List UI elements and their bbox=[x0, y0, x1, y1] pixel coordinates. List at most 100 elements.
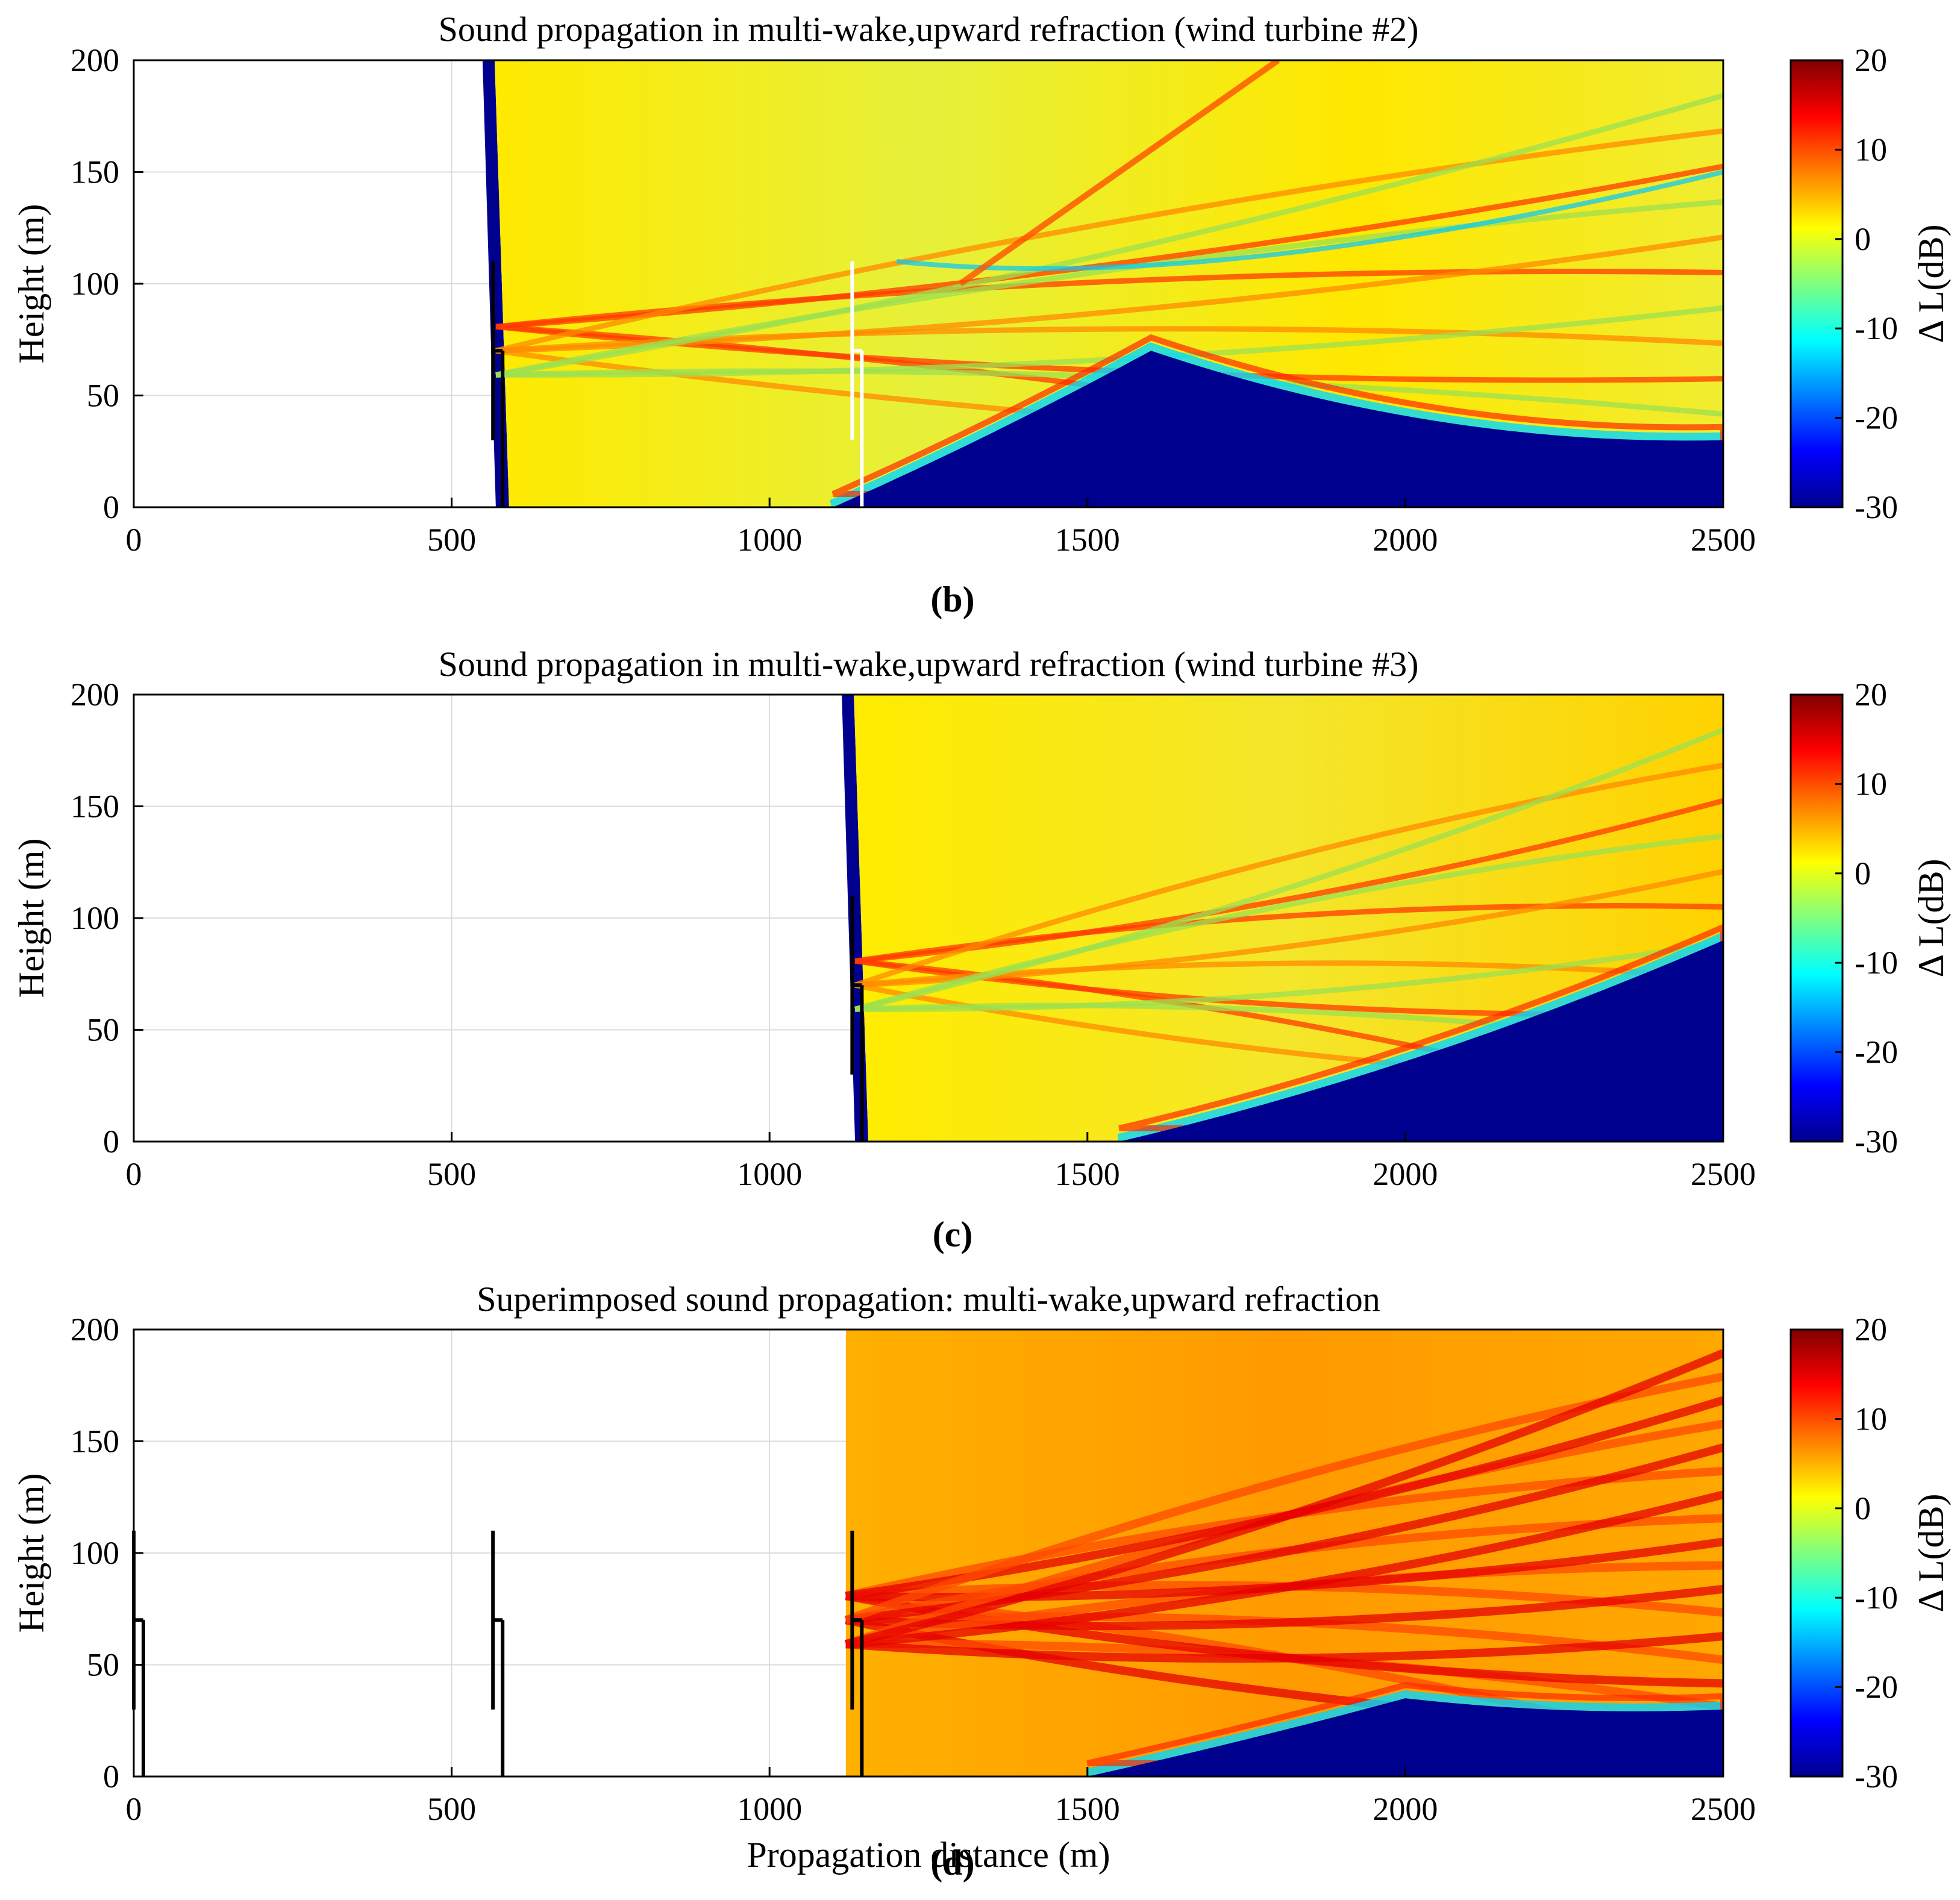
y-tick-label: 100 bbox=[70, 266, 119, 302]
panel-d: Superimposed sound propagation: multi-wa… bbox=[11, 1280, 1951, 1883]
wave-ray bbox=[854, 763, 1723, 988]
sound-field bbox=[482, 60, 1723, 507]
y-tick-label: 50 bbox=[87, 1012, 119, 1048]
wave-ray bbox=[845, 1632, 1723, 1663]
plot-title: Superimposed sound propagation: multi-wa… bbox=[477, 1280, 1380, 1319]
x-tick-label: 2000 bbox=[1373, 522, 1438, 558]
colorbar-tick-label: -30 bbox=[1855, 489, 1898, 525]
colorbar-tick-label: 0 bbox=[1855, 1490, 1871, 1527]
colorbar-tick-label: -30 bbox=[1855, 1123, 1898, 1160]
shadow-edge-band bbox=[1086, 1682, 1723, 1766]
colorbar: 20 10 0 -10 -20 -30 Δ L(dB) bbox=[1789, 42, 1951, 525]
colorbar-tick-label: 0 bbox=[1855, 855, 1871, 892]
shadow-edge bbox=[1117, 931, 1723, 1142]
x-tick-label: 1500 bbox=[1055, 522, 1120, 558]
shadow-zone bbox=[1119, 940, 1723, 1142]
colorbar-tick-label: -20 bbox=[1855, 1034, 1898, 1070]
y-tick-label: 200 bbox=[70, 42, 119, 78]
y-axis-label: Height (m) bbox=[11, 1473, 51, 1633]
x-tick-label: 500 bbox=[427, 1156, 476, 1192]
plot-title: Sound propagation in multi-wake,upward r… bbox=[439, 10, 1419, 49]
y-tick-label: 200 bbox=[70, 677, 119, 713]
colorbar-tick-label: 20 bbox=[1855, 677, 1887, 713]
colorbar-tick-label: 10 bbox=[1855, 131, 1887, 167]
x-tick-label: 2000 bbox=[1373, 1791, 1438, 1827]
colorbar-tick-label: -10 bbox=[1855, 945, 1898, 981]
colorbar-gradient bbox=[1789, 1328, 1844, 1778]
y-tick-label: 100 bbox=[70, 900, 119, 936]
shadow-edge-band bbox=[1118, 923, 1723, 1131]
wave-ray bbox=[845, 1349, 1723, 1649]
x-tick-label: 1000 bbox=[737, 1156, 802, 1192]
wave-ray bbox=[495, 93, 1723, 378]
colorbar-tick-label: -20 bbox=[1855, 400, 1898, 436]
wind-turbine bbox=[850, 261, 864, 507]
wave-ray bbox=[896, 169, 1723, 271]
x-tick-label: 1000 bbox=[737, 1791, 802, 1827]
panel-c: Sound propagation in multi-wake,upward r… bbox=[11, 645, 1951, 1254]
x-tick-label: 1000 bbox=[737, 522, 802, 558]
x-tick-label: 2000 bbox=[1373, 1156, 1438, 1192]
x-tick-label: 0 bbox=[126, 522, 142, 558]
y-tick-label: 200 bbox=[70, 1311, 119, 1348]
y-tick-label: 0 bbox=[103, 1758, 119, 1795]
x-tick-label: 0 bbox=[126, 1156, 142, 1192]
y-axis-label: Height (m) bbox=[11, 839, 51, 998]
wind-turbine bbox=[491, 261, 505, 507]
y-tick-label: 150 bbox=[70, 789, 119, 825]
y-tick-label: 0 bbox=[103, 1123, 119, 1160]
wind-turbine bbox=[850, 895, 864, 1142]
shadow-edge-band bbox=[831, 334, 1723, 497]
y-tick-label: 0 bbox=[103, 489, 119, 525]
y-tick-label: 50 bbox=[87, 378, 119, 414]
x-tick-label: 1500 bbox=[1055, 1791, 1120, 1827]
colorbar-tick-label: -20 bbox=[1855, 1669, 1898, 1705]
colorbar-gradient bbox=[1789, 693, 1844, 1143]
plot-title: Sound propagation in multi-wake,upward r… bbox=[439, 645, 1419, 684]
panel-label: (d) bbox=[930, 1843, 974, 1883]
x-axis-label: Propagation distance (m) bbox=[747, 1835, 1110, 1875]
colorbar-tick-label: -10 bbox=[1855, 310, 1898, 346]
wind-turbine bbox=[850, 1530, 864, 1777]
sound-field bbox=[842, 695, 1723, 1142]
x-tick-label: 0 bbox=[126, 1791, 142, 1827]
panel-label: (c) bbox=[933, 1214, 973, 1254]
x-tick-label: 2500 bbox=[1691, 522, 1756, 558]
shadow-zone bbox=[1087, 1698, 1723, 1777]
panel-label: (b) bbox=[930, 580, 974, 619]
colorbar-tick-label: 20 bbox=[1855, 1311, 1887, 1348]
colorbar-tick-label: 10 bbox=[1855, 1401, 1887, 1437]
colorbar: 20 10 0 -10 -20 -30 Δ L(dB) bbox=[1789, 677, 1951, 1160]
wave-ray bbox=[845, 1490, 1723, 1649]
wave-ray bbox=[495, 128, 1723, 354]
wind-turbine bbox=[491, 1530, 505, 1777]
colorbar-tick-label: -10 bbox=[1855, 1580, 1898, 1616]
colorbar-tick-label: 0 bbox=[1855, 221, 1871, 257]
x-tick-label: 1500 bbox=[1055, 1156, 1120, 1192]
y-axis-label: Height (m) bbox=[11, 204, 51, 364]
colorbar-label: Δ L(dB) bbox=[1911, 1494, 1951, 1613]
x-tick-label: 500 bbox=[427, 1791, 476, 1827]
wave-ray bbox=[855, 939, 1723, 1012]
wave-ray bbox=[958, 60, 1280, 287]
colorbar-tick-label: 10 bbox=[1855, 766, 1887, 802]
x-tick-label: 2500 bbox=[1691, 1791, 1756, 1827]
y-tick-label: 150 bbox=[70, 154, 119, 190]
colorbar: 20 10 0 -10 -20 -30 Δ L(dB) bbox=[1789, 1311, 1951, 1795]
y-tick-label: 50 bbox=[87, 1647, 119, 1683]
y-tick-label: 150 bbox=[70, 1423, 119, 1460]
x-tick-label: 2500 bbox=[1691, 1156, 1756, 1192]
x-tick-label: 500 bbox=[427, 522, 476, 558]
wave-ray bbox=[854, 727, 1723, 1012]
sound-field bbox=[844, 1330, 1723, 1777]
colorbar-label: Δ L(dB) bbox=[1911, 225, 1951, 343]
colorbar-tick-label: 20 bbox=[1855, 42, 1887, 78]
shadow-edge bbox=[830, 342, 1723, 507]
colorbar-gradient bbox=[1789, 59, 1844, 508]
colorbar-tick-label: -30 bbox=[1855, 1758, 1898, 1795]
panel-b: Sound propagation in multi-wake,upward r… bbox=[11, 10, 1951, 619]
shadow-zone bbox=[833, 351, 1723, 507]
colorbar-label: Δ L(dB) bbox=[1911, 859, 1951, 978]
wave-ray bbox=[495, 163, 1723, 330]
